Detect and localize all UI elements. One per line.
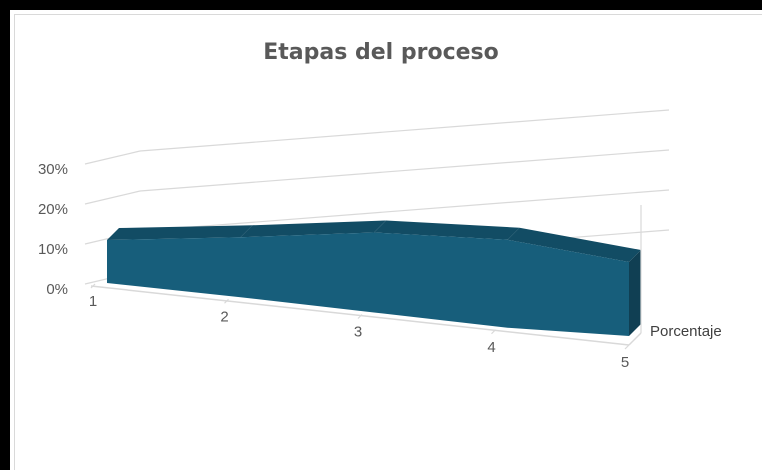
x-tick-mark (357, 314, 363, 319)
x-axis-line (90, 285, 630, 346)
x-tick-label: 4 (487, 339, 495, 356)
area-top-face (240, 220, 386, 238)
x-tick-mark (491, 329, 496, 335)
gridline-back (139, 109, 670, 152)
y-tick-label: 0% (46, 281, 68, 298)
x-tick-label: 1 (89, 293, 97, 310)
y-tick-label: 30% (38, 161, 68, 178)
depth-axis-label: Porcentaje (650, 323, 722, 340)
x-tick-mark (90, 283, 96, 289)
x-tick-label: 5 (621, 354, 629, 371)
chart-title: Etapas del proceso (263, 40, 499, 65)
gridline-back (139, 189, 670, 232)
gridline-side (84, 190, 141, 205)
gridline-side (84, 150, 141, 165)
y-tick-label: 10% (38, 241, 68, 258)
gridline-back (139, 149, 670, 192)
area-top-face (374, 220, 520, 240)
area-front-face (107, 232, 629, 336)
area-top-face (507, 227, 641, 262)
x-tick-label: 3 (354, 324, 362, 341)
area-series (107, 220, 641, 336)
area-top-face (107, 225, 253, 240)
axes: 0% 10% 20% 30% 1 2 3 4 5 Porcentaje (38, 161, 722, 371)
depth-axis-line (628, 332, 642, 346)
area-side-face (629, 250, 641, 336)
y-tick-label: 20% (38, 201, 68, 218)
x-tick-label: 2 (220, 308, 228, 325)
chart-area-border (14, 14, 762, 470)
x-tick-mark (224, 298, 229, 304)
x-tick-mark (624, 344, 630, 350)
